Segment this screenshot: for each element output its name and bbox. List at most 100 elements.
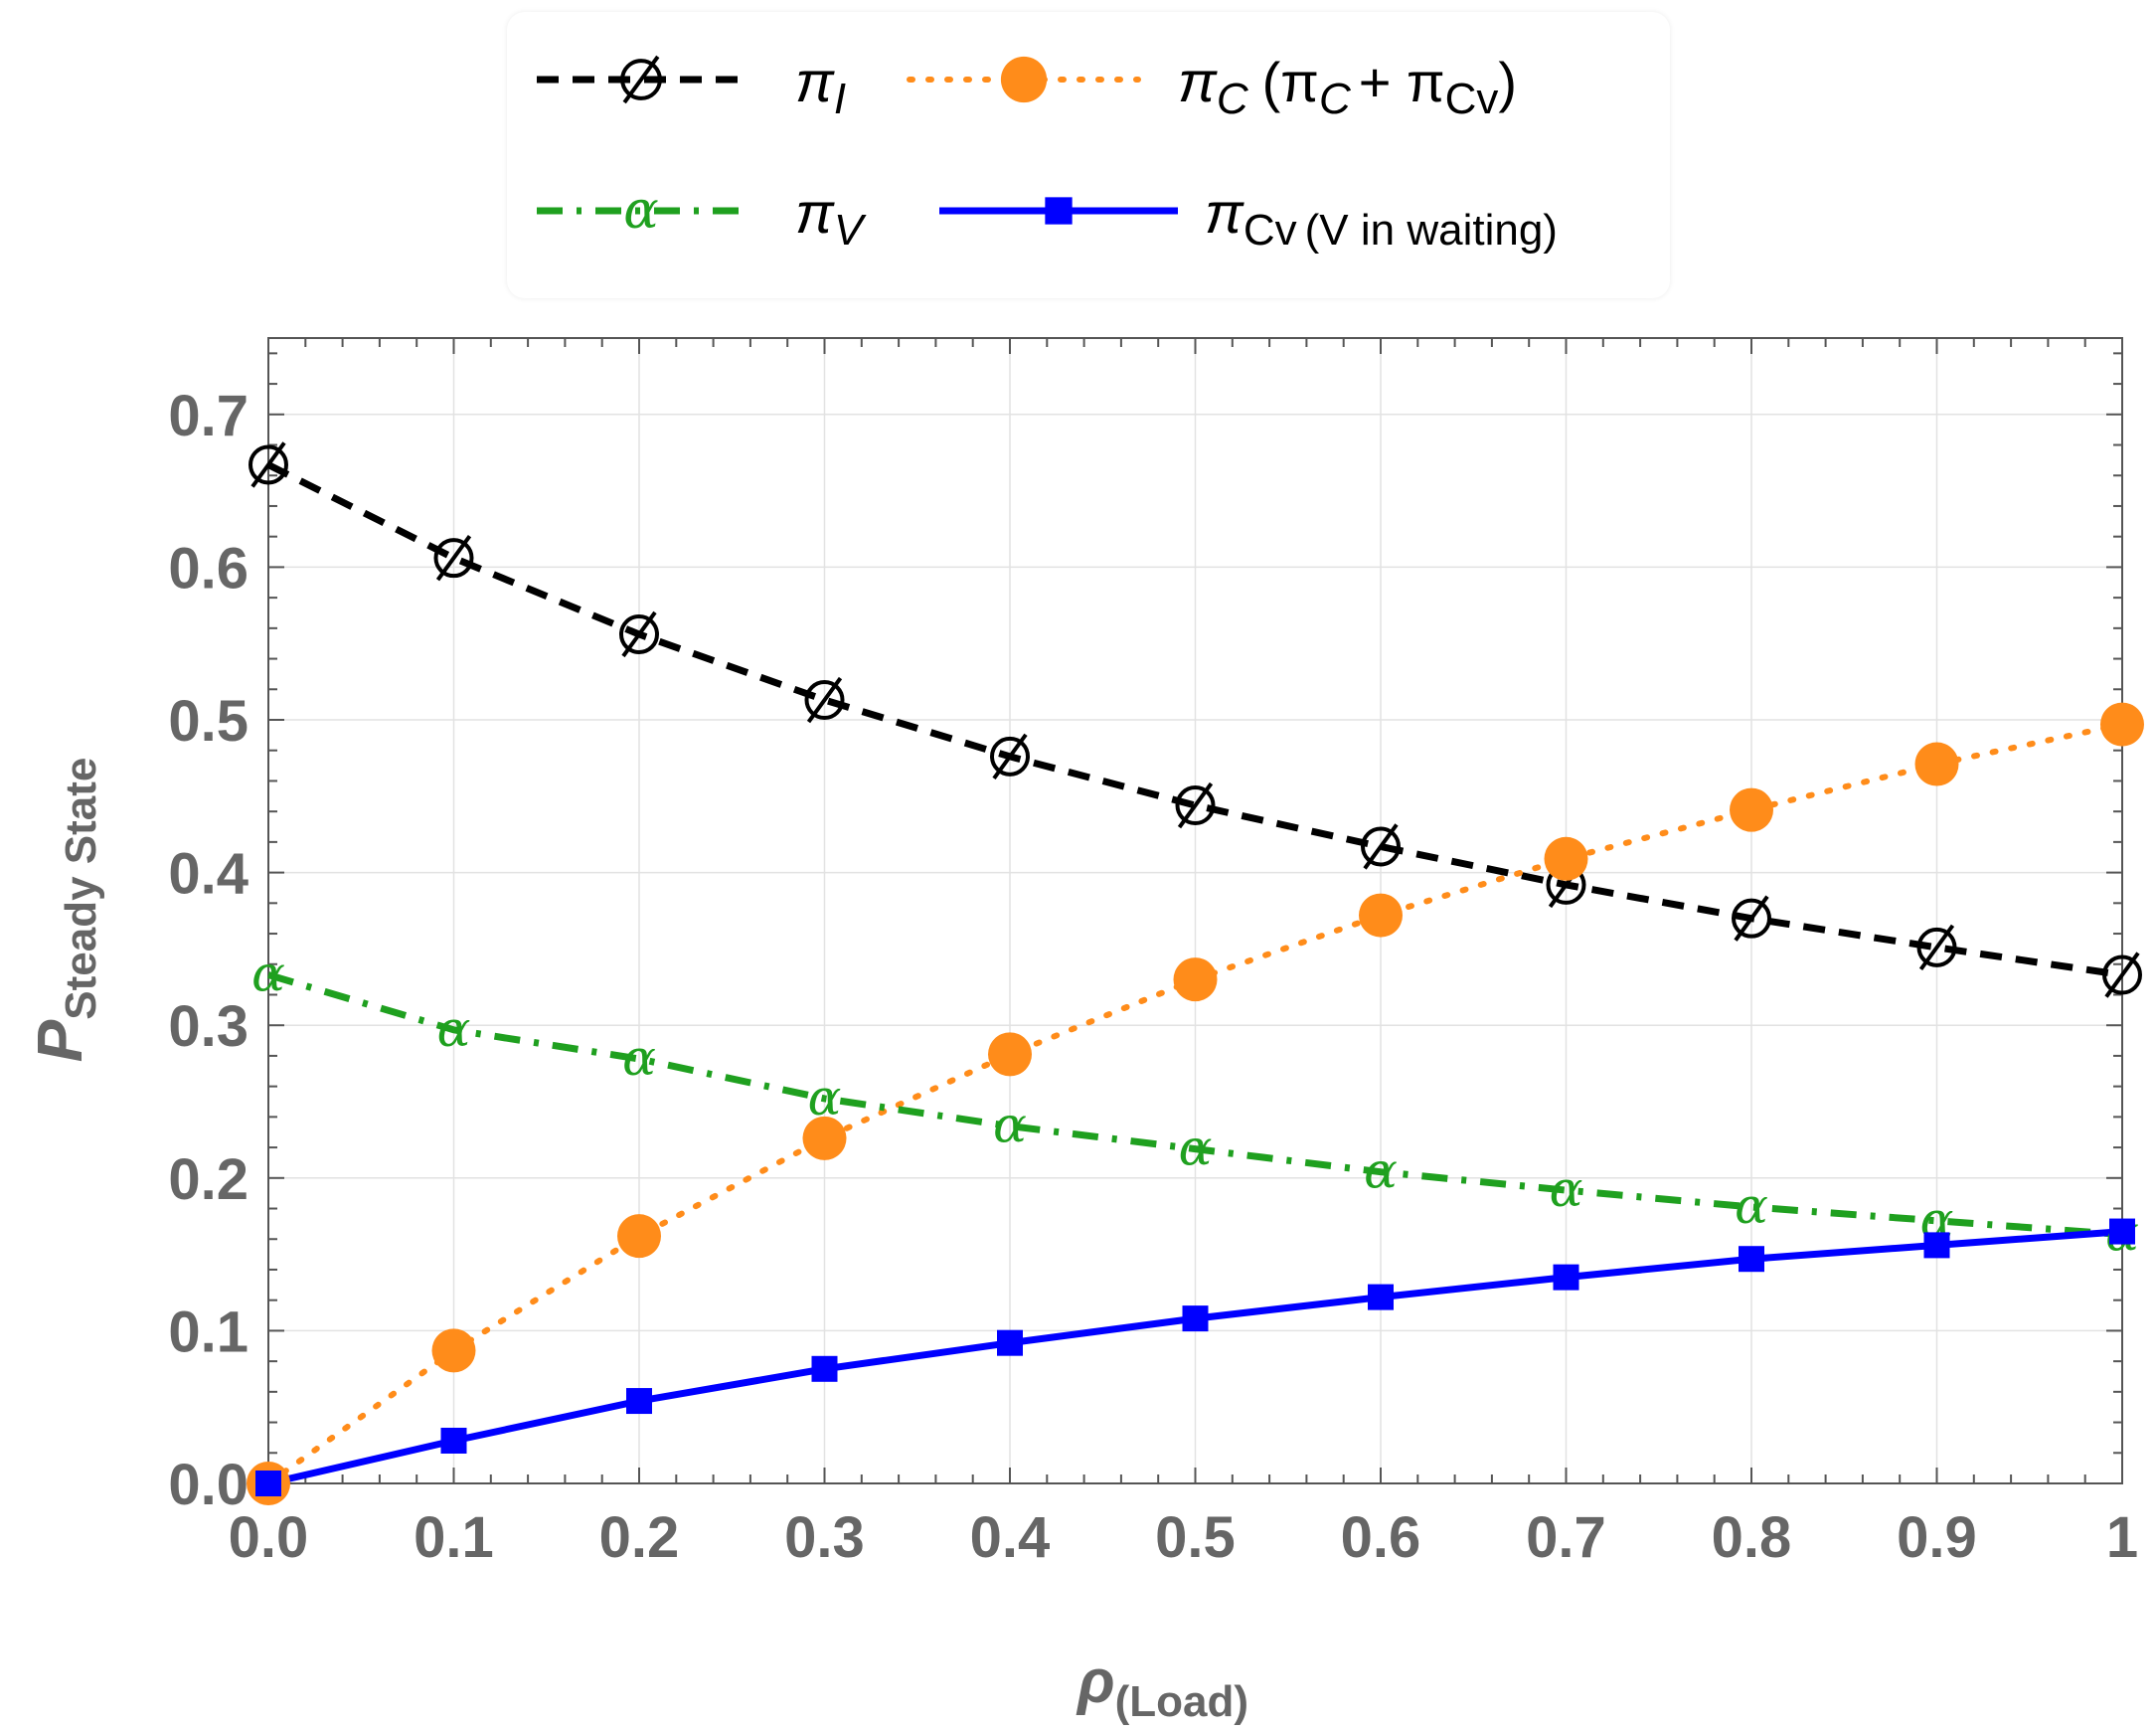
marker-pi_I-4 (990, 733, 1030, 780)
marker-pi_I-0 (249, 441, 288, 488)
legend-entry-pi-i: πI (537, 50, 846, 123)
y-tick-label-4: 0.4 (168, 842, 249, 907)
x-tick-label-3: 0.3 (784, 1505, 865, 1570)
legend-entry-pi-c: πC (πC + πCv) (907, 50, 1517, 123)
legend-marker-pi-c (1000, 56, 1048, 103)
legend-label-pi-c-plus: + π (1359, 51, 1445, 113)
legend-label-pi-c-sub2: C (1319, 75, 1352, 123)
marker-pi_Cv-9 (1923, 1232, 1950, 1259)
legend-entry-pi-cv: πCv (V in waiting) (939, 181, 1558, 255)
tick-labels: 0.0 0.1 0.2 0.3 0.4 0.5 0.6 0.7 0.8 0.9 1 0.0 0.1 0.2… (168, 384, 2138, 1570)
x-axis-title-sub: (Load) (1115, 1677, 1248, 1726)
x-axis-title: ρ(Load) (1076, 1647, 1248, 1726)
marker-pi_Cv-2 (626, 1388, 652, 1415)
marker-pi_I-6-ring (1361, 826, 1401, 867)
marker-pi_C-5 (1173, 957, 1218, 1002)
x-tick-label-2: 0.2 (599, 1505, 680, 1570)
marker-pi_I-4-ring (990, 736, 1030, 777)
y-axis-title: PSteady State (24, 758, 105, 1063)
y-axis-title-sub: Steady State (57, 758, 105, 1020)
legend-label-pi-cv: πCv (V in waiting) (1205, 181, 1558, 255)
legend-label-pi-v: πV (795, 181, 867, 255)
marker-pi_I-6-slash (1363, 823, 1399, 870)
legend-marker-shape-pi_I (620, 55, 662, 104)
axis-ticks (267, 338, 2123, 1484)
legend-box (507, 12, 1670, 298)
marker-pi_I-0-slash (250, 441, 286, 488)
marker-pi_I-0-ring (249, 444, 288, 485)
legend-marker-pi-i (620, 55, 662, 104)
marker-pi_Cv-6 (1368, 1284, 1394, 1310)
marker-pi_I-2-slash (621, 610, 657, 658)
legend-label-pi-i-sub: I (834, 75, 846, 123)
y-tick-label-0: 0.0 (168, 1453, 249, 1517)
series-markers-pi_V: ααααααααααα (251, 946, 2139, 1263)
marker-pi_V-5: α (1179, 1120, 1213, 1177)
marker-pi_V-1: α (437, 1000, 471, 1058)
legend-label-pi-cv-main: π (1205, 181, 1244, 246)
legend-marker-shape-pi_C (1000, 56, 1048, 103)
marker-pi_I-10-slash (2104, 952, 2140, 998)
y-tick-label-6: 0.6 (168, 536, 249, 601)
marker-pi_I-1-ring (433, 538, 474, 579)
x-axis-title-main: ρ (1076, 1647, 1115, 1716)
marker-pi_I-2 (619, 610, 659, 658)
marker-pi_V-0: α (251, 946, 285, 1003)
x-tick-label-7: 0.7 (1526, 1505, 1606, 1570)
marker-pi_I-9-slash (1918, 924, 1955, 971)
marker-pi_V-4: α (993, 1097, 1027, 1154)
marker-pi_C-3 (802, 1116, 847, 1160)
legend-label-pi-c-main: π (1178, 50, 1218, 114)
marker-pi_C-8 (1730, 787, 1773, 832)
legend-marker-pi-cv (1045, 197, 1073, 225)
marker-pi_Cv-8 (1739, 1246, 1764, 1273)
marker-pi_V-2: α (622, 1029, 656, 1087)
marker-pi_I-8-ring (1732, 898, 1771, 939)
legend-label-pi-cv-note: (V in waiting) (1305, 206, 1558, 255)
marker-pi_I-4-slash (992, 733, 1028, 780)
legend-label-pi-c-paren: (π (1262, 51, 1319, 113)
legend-label-pi-i: πI (795, 50, 846, 123)
marker-pi_C-4 (988, 1032, 1032, 1077)
marker-pi_I-3-slash (806, 676, 843, 724)
legend-marker-shape-pi_Cv (1045, 197, 1073, 225)
marker-pi_I-9-ring (1916, 927, 1957, 967)
series-markers-pi_Cv (255, 1218, 2135, 1496)
marker-pi_I-3-ring (804, 680, 845, 721)
marker-pi_C-1 (431, 1328, 476, 1373)
y-tick-label-7: 0.7 (168, 384, 249, 448)
marker-pi_C-6 (1359, 893, 1403, 938)
marker-pi_I-1 (433, 535, 474, 582)
marker-pi_Cv-7 (1553, 1264, 1579, 1291)
legend-label-pi-c-sub: C (1217, 75, 1249, 123)
legend-marker-shape-pi_V: α (623, 180, 658, 241)
legend-label-pi-cv-sub: Cv (1244, 206, 1297, 255)
x-tick-label-6: 0.6 (1341, 1505, 1421, 1570)
series-line-pi_I (266, 461, 2123, 978)
marker-pi_C-10 (2100, 702, 2144, 747)
marker-pi_I-5 (1175, 781, 1216, 829)
legend-marker-shape-pi_I-ring (620, 59, 662, 100)
marker-pi_I-5-ring (1175, 785, 1216, 826)
marker-pi_Cv-3 (811, 1355, 838, 1382)
legend-marker-pi-v: α (623, 180, 658, 241)
marker-pi_V-3: α (808, 1069, 842, 1126)
legend-label-pi-v-main: π (795, 181, 835, 246)
x-tick-label-4: 0.4 (970, 1505, 1051, 1570)
marker-pi_I-3 (804, 676, 845, 724)
marker-pi_I-9 (1916, 924, 1957, 971)
marker-pi_V-8: α (1735, 1177, 1768, 1235)
marker-pi_V-6: α (1364, 1142, 1398, 1200)
y-tick-label-5: 0.5 (168, 689, 249, 754)
series-line-pi_V (267, 971, 2123, 1239)
legend-label-pi-v-sub: V (834, 206, 867, 255)
y-tick-label-2: 0.2 (168, 1147, 249, 1212)
marker-pi_I-6 (1361, 823, 1401, 870)
x-tick-label-9: 0.9 (1897, 1505, 1977, 1570)
marker-pi_I-2-ring (619, 613, 659, 654)
marker-pi_Cv-0 (255, 1471, 281, 1496)
legend: πI πC (πC + πCv) α πV πCv (V in waiting) (537, 50, 1558, 255)
series-layer: ααααααααααα (247, 441, 2144, 1505)
marker-pi_Cv-1 (440, 1427, 467, 1454)
